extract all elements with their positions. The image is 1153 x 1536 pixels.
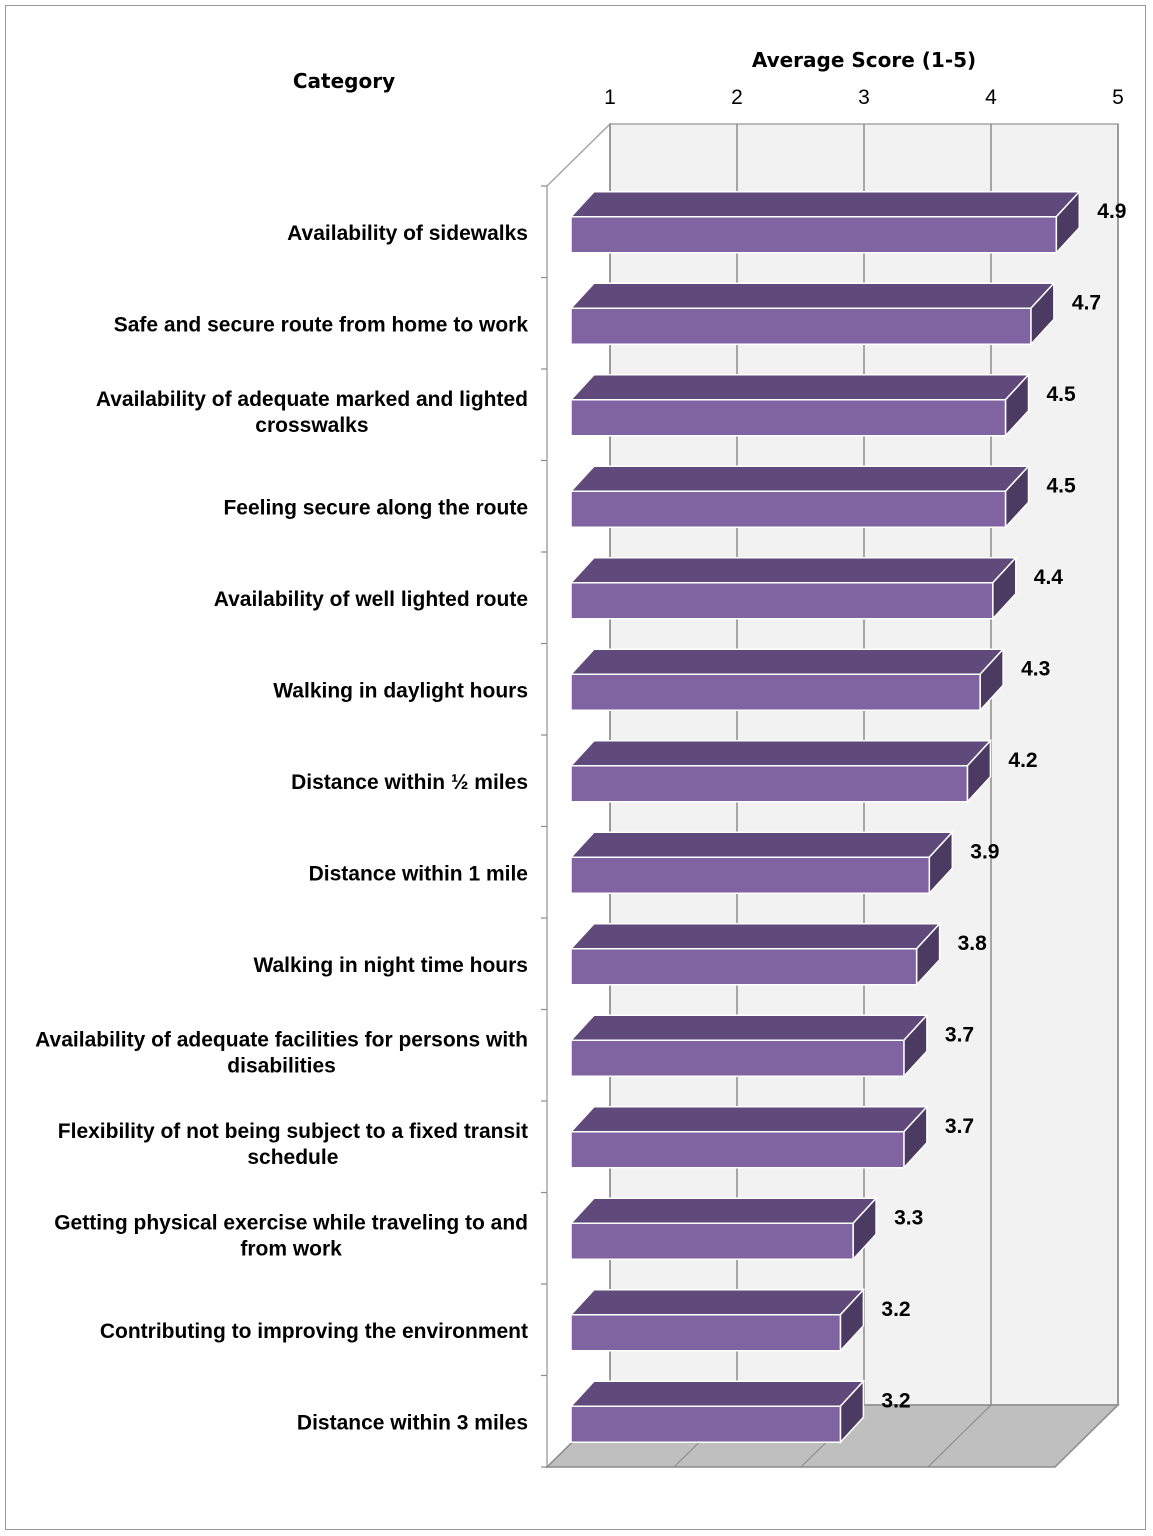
tick-labels: 1 2 3 4 5 bbox=[604, 86, 1124, 109]
bar-top bbox=[569, 557, 1018, 584]
category-label: disabilities bbox=[227, 1054, 336, 1077]
bar-top bbox=[569, 1197, 878, 1224]
bar: 3.9 bbox=[569, 830, 1000, 896]
bar: 4.3 bbox=[569, 647, 1050, 713]
bar-front bbox=[570, 1131, 905, 1169]
category-label: Walking in night time hours bbox=[253, 954, 528, 977]
tick-label: 2 bbox=[731, 86, 743, 109]
bar-top bbox=[569, 1289, 866, 1316]
bar-top bbox=[569, 1014, 929, 1041]
category-label: Getting physical exercise while travelin… bbox=[54, 1211, 528, 1234]
bar-front bbox=[570, 673, 981, 711]
bar-top bbox=[569, 923, 942, 950]
category-label: Availability of sidewalks bbox=[287, 222, 528, 245]
bar: 4.2 bbox=[569, 738, 1038, 804]
floor-gridline bbox=[927, 1404, 992, 1468]
category-label: Availability of adequate facilities for … bbox=[35, 1028, 528, 1051]
bar-front bbox=[570, 216, 1058, 254]
bar-front bbox=[570, 765, 969, 803]
category-label: Flexibility of not being subject to a fi… bbox=[58, 1120, 528, 1143]
bar: 4.9 bbox=[569, 189, 1127, 255]
data-label: 3.3 bbox=[894, 1206, 923, 1229]
bar: 4.7 bbox=[569, 281, 1101, 347]
category-label: Distance within 3 miles bbox=[297, 1411, 528, 1434]
bar-front bbox=[570, 856, 931, 894]
bar: 3.2 bbox=[569, 1379, 911, 1445]
bar: 4.4 bbox=[569, 555, 1064, 621]
bar-top bbox=[569, 740, 993, 767]
data-label: 4.4 bbox=[1034, 566, 1064, 589]
data-label: 3.7 bbox=[945, 1115, 974, 1138]
bar: 3.8 bbox=[569, 921, 988, 987]
tick-label: 1 bbox=[604, 86, 616, 109]
bar-top bbox=[569, 1380, 866, 1407]
tick-label: 5 bbox=[1112, 86, 1124, 109]
category-labels: Availability of sidewalks Safe and secure… bbox=[35, 222, 528, 1435]
data-label: 3.9 bbox=[970, 840, 999, 863]
bar-top bbox=[569, 648, 1005, 675]
category-label: from work bbox=[240, 1237, 342, 1260]
category-label: schedule bbox=[247, 1146, 338, 1169]
bar-front bbox=[570, 1405, 842, 1443]
floor-gridline bbox=[1054, 1404, 1119, 1468]
category-label: Distance within 1 mile bbox=[309, 862, 528, 885]
bar: 3.3 bbox=[569, 1196, 923, 1262]
bar: 3.7 bbox=[569, 1104, 974, 1170]
bar-front bbox=[570, 582, 994, 620]
data-label: 4.5 bbox=[1047, 383, 1077, 406]
bar-top bbox=[569, 1106, 929, 1133]
category-label: Walking in daylight hours bbox=[273, 679, 528, 702]
bar-top bbox=[569, 191, 1082, 218]
bar-top bbox=[569, 282, 1056, 309]
data-label: 4.2 bbox=[1008, 749, 1037, 772]
category-label: crosswalks bbox=[255, 414, 368, 437]
bar-top bbox=[569, 465, 1031, 492]
bar-front bbox=[570, 307, 1032, 345]
bar-front bbox=[570, 948, 918, 986]
bar: 4.5 bbox=[569, 464, 1077, 530]
category-label: Safe and secure route from home to work bbox=[114, 313, 529, 336]
category-header: Category bbox=[293, 69, 395, 93]
data-label: 4.9 bbox=[1097, 200, 1126, 223]
bar-top bbox=[569, 831, 955, 858]
bar-front bbox=[570, 1222, 854, 1260]
axis-title: Average Score (1-5) bbox=[752, 48, 976, 72]
category-label: Availability of adequate marked and ligh… bbox=[96, 388, 528, 411]
data-label: 3.2 bbox=[881, 1298, 910, 1321]
bar-front bbox=[570, 1314, 842, 1352]
bars: 4.9 4.7 4.5 4.5 4.4 4.3 4.2 3.9 3.8 3.7 3.7 3.3 3.2 3… bbox=[569, 189, 1127, 1445]
data-label: 4.5 bbox=[1047, 474, 1077, 497]
category-label: Contributing to improving the environmen… bbox=[100, 1320, 528, 1343]
bar: 3.2 bbox=[569, 1287, 911, 1353]
bar-front bbox=[570, 1039, 905, 1077]
data-label: 3.8 bbox=[958, 932, 988, 955]
bar-front bbox=[570, 490, 1007, 528]
category-label: Availability of well lighted route bbox=[214, 588, 528, 611]
category-label: Distance within ½ miles bbox=[291, 771, 528, 794]
data-label: 3.7 bbox=[945, 1023, 974, 1046]
bar: 4.5 bbox=[569, 372, 1077, 438]
tick-label: 4 bbox=[985, 86, 997, 109]
data-label: 3.2 bbox=[881, 1389, 910, 1412]
bar-front bbox=[570, 399, 1007, 437]
data-label: 4.7 bbox=[1072, 291, 1101, 314]
bar: 3.7 bbox=[569, 1013, 974, 1079]
data-label: 4.3 bbox=[1021, 657, 1050, 680]
tick-label: 3 bbox=[858, 86, 870, 109]
bar-top bbox=[569, 374, 1031, 401]
category-label: Feeling secure along the route bbox=[223, 496, 528, 519]
